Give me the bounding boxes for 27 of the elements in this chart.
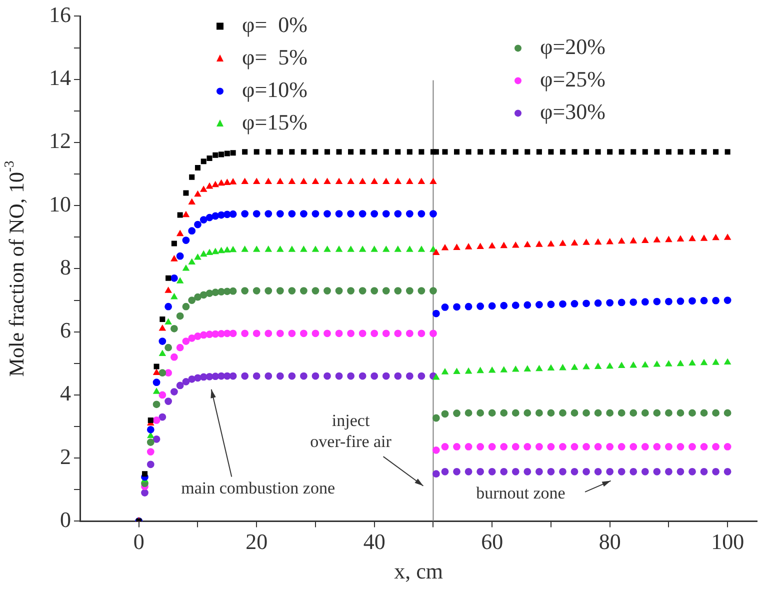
x-tick-label: 0 (133, 529, 144, 554)
legend-label: φ=25% (540, 66, 606, 92)
x-tick-label: 20 (246, 529, 268, 554)
legend-label: φ=30% (540, 98, 606, 124)
annotation: burnout zone (476, 483, 566, 502)
x-axis-title: x, cm (394, 558, 443, 584)
annotation: main combustion zone (181, 478, 336, 498)
y-tick-label: 0 (60, 506, 71, 532)
y-tick-label: 16 (49, 2, 71, 27)
y-tick-label: 10 (49, 191, 71, 216)
x-tick-label: 60 (481, 529, 504, 554)
y-tick-label: 6 (60, 318, 71, 343)
y-tick-label: 4 (60, 380, 71, 406)
y-axis-title: Mole fraction of NO, 10-3 (2, 160, 29, 377)
x-tick-label: 100 (711, 529, 744, 554)
legend-label: φ=15% (242, 109, 308, 134)
x-tick-label: 40 (363, 529, 386, 554)
y-tick-label: 2 (60, 444, 71, 469)
legend-label: φ= 5% (242, 44, 308, 70)
legend-label: φ=10% (242, 76, 308, 102)
y-tick-label: 12 (49, 128, 71, 154)
annotation: inject over-fire air (310, 410, 392, 451)
legend-label: φ=20% (540, 34, 606, 59)
x-tick-label: 80 (598, 529, 621, 554)
legend-label: φ= 0% (242, 12, 308, 37)
y-tick-label: 8 (60, 254, 71, 280)
y-tick-label: 14 (49, 65, 71, 90)
